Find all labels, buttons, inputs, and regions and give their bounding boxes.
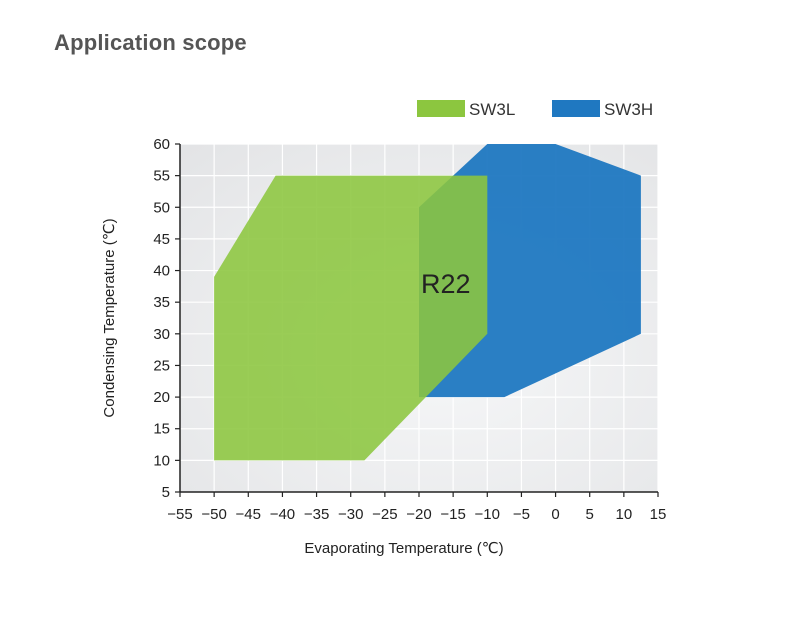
x-tick-label: −35: [304, 506, 329, 523]
y-axis-label: Condensing Temperature (℃): [101, 218, 118, 417]
legend-label-sw3h: SW3H: [604, 100, 653, 119]
x-tick-label: 15: [650, 506, 667, 523]
x-tick-label: −40: [270, 506, 295, 523]
x-tick-label: 10: [616, 506, 633, 523]
series-areas: [214, 144, 641, 461]
y-tick-label: 60: [153, 136, 170, 153]
x-tick-label: −20: [406, 506, 431, 523]
y-tick-label: 25: [153, 357, 170, 374]
y-tick-label: 20: [153, 389, 170, 406]
x-tick-label: −25: [372, 506, 397, 523]
annotation-r22: R22: [421, 269, 471, 299]
x-tick-label: −50: [201, 506, 226, 523]
x-tick-label: −5: [513, 506, 530, 523]
y-tick-label: 30: [153, 326, 170, 343]
x-tick-label: −10: [475, 506, 500, 523]
area-sw3l: [214, 175, 488, 461]
x-axis-label: Evaporating Temperature (℃): [304, 540, 503, 557]
legend-swatch-sw3h: [552, 100, 600, 117]
y-tick-label: 10: [153, 452, 170, 469]
legend-swatch-sw3l: [417, 100, 465, 117]
x-tick-label: 5: [586, 506, 594, 523]
page-title: Application scope: [54, 30, 247, 55]
x-tick-label: −45: [236, 506, 261, 523]
x-tick-label: −15: [440, 506, 465, 523]
legend-label-sw3l: SW3L: [469, 100, 515, 119]
x-tick-label: −55: [167, 506, 192, 523]
axes: −55 −50 −45 −40 −35 −30 −25 −20 −15 −10 −5 0 5 10 1551…: [153, 136, 666, 523]
legend: SW3L SW3H: [417, 100, 653, 119]
y-tick-label: 55: [153, 168, 170, 185]
y-tick-label: 45: [153, 231, 170, 248]
y-tick-label: 35: [153, 294, 170, 311]
y-tick-label: 40: [153, 263, 170, 280]
y-tick-label: 5: [162, 484, 170, 501]
y-tick-label: 15: [153, 421, 170, 438]
x-tick-label: 0: [551, 506, 559, 523]
x-tick-label: −30: [338, 506, 363, 523]
y-tick-label: 50: [153, 199, 170, 216]
